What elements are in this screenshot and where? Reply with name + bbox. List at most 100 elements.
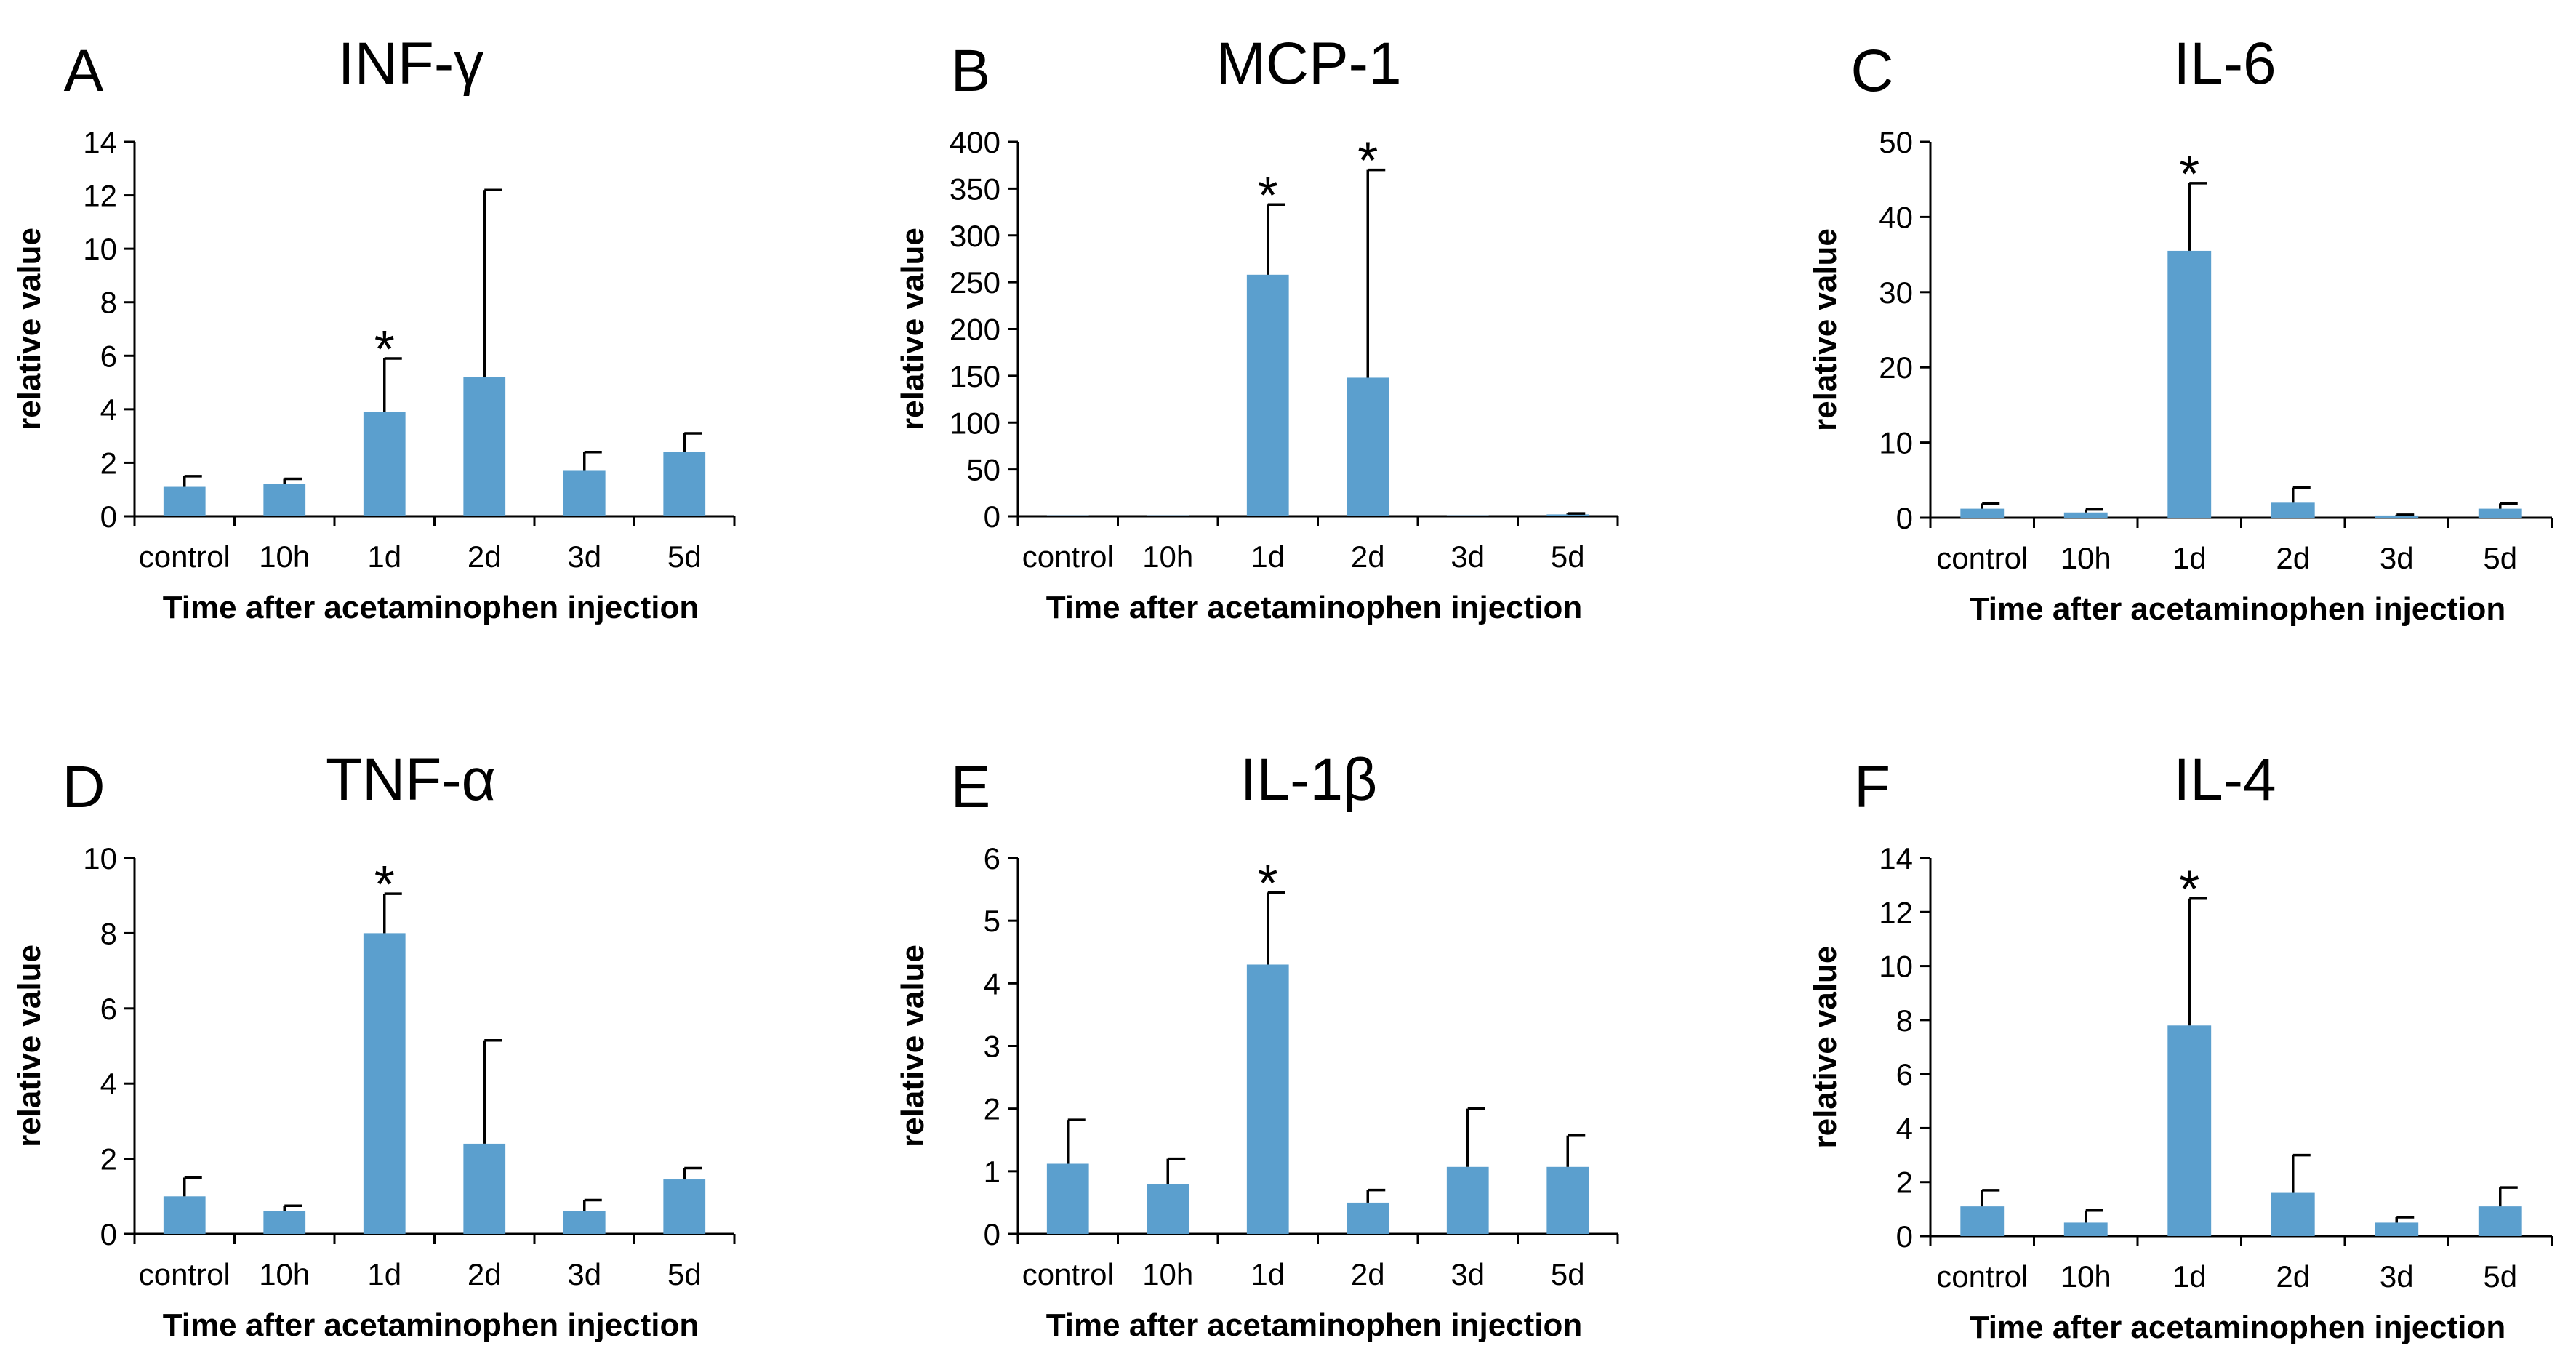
- panel-d-bar-2d: [463, 1143, 506, 1234]
- panel-e-category-label: control: [1022, 1257, 1114, 1291]
- panel-d-bar-10h: [263, 1211, 306, 1234]
- panel-c-ytick-label: 50: [1879, 125, 1913, 159]
- panel-b-bar-1d: [1246, 274, 1289, 516]
- panel-e-category-label: 5d: [1551, 1257, 1585, 1291]
- panel-a-ytick-label: 0: [100, 500, 117, 534]
- panel-d-title: TNF-α: [326, 747, 496, 813]
- panel-f-bar-3d: [2375, 1222, 2419, 1236]
- panel-c-category-label: 2d: [2276, 541, 2310, 575]
- panel-f-category-label: 3d: [2380, 1259, 2414, 1294]
- panel-b-significance-mark: *: [1258, 167, 1278, 225]
- panel-a-category-label: 5d: [667, 540, 702, 574]
- panel-e-ytick-label: 1: [984, 1155, 1000, 1189]
- panel-c-ytick-label: 10: [1879, 426, 1913, 460]
- panel-e-significance-mark: *: [1258, 854, 1278, 913]
- panel-a-category-label: 10h: [259, 540, 310, 574]
- panel-f-bar-10h: [2063, 1222, 2108, 1236]
- panel-c-category-label: 10h: [2061, 541, 2111, 575]
- panel-a-ytick-label: 4: [100, 393, 117, 427]
- panel-b-ytick-label: 300: [950, 219, 1000, 253]
- panel-a-title: INF-γ: [338, 31, 483, 97]
- panel-e-category-label: 2d: [1351, 1257, 1385, 1291]
- panel-c-title: IL-6: [2173, 31, 2276, 97]
- panel-f-xlabel: Time after acetaminophen injection: [1970, 1310, 2506, 1345]
- panel-c-significance-mark: *: [2179, 145, 2199, 204]
- panel-d-letter: D: [62, 754, 105, 820]
- panel-a-category-label: control: [139, 540, 230, 574]
- panel-d: D TNF-α relative value Time after acetamino…: [12, 747, 736, 1343]
- panel-e-ytick-label: 6: [984, 841, 1000, 875]
- panel-e-ytick-label: 5: [984, 904, 1000, 938]
- panel-a-ytick-label: 10: [83, 232, 117, 266]
- panel-d-category-label: 1d: [367, 1257, 401, 1291]
- panel-e: E IL-1β relative value Time after acetamino…: [895, 747, 1619, 1343]
- panel-d-bar-5d: [663, 1179, 706, 1234]
- panel-c-ylabel: relative value: [1807, 228, 1843, 431]
- panel-e-category-label: 1d: [1251, 1257, 1285, 1291]
- panel-e-bar-1d: [1246, 964, 1289, 1234]
- panel-b-ytick-label: 250: [950, 265, 1000, 300]
- panel-f-ytick-label: 14: [1879, 841, 1913, 875]
- panel-b-category-label: 3d: [1450, 540, 1485, 574]
- panel-b-bar-2d: [1347, 377, 1389, 516]
- panel-b-ytick-label: 50: [966, 453, 1000, 487]
- panel-b-title: MCP-1: [1216, 31, 1401, 97]
- panel-d-category-label: 3d: [567, 1257, 601, 1291]
- panel-c-bar-10h: [2063, 512, 2108, 518]
- panel-d-bar-1d: [363, 933, 406, 1234]
- panel-b-ytick-label: 400: [950, 125, 1000, 159]
- panel-a-letter: A: [64, 38, 104, 104]
- panel-f-ylabel: relative value: [1807, 946, 1843, 1149]
- panel-a-category-label: 3d: [567, 540, 601, 574]
- panel-d-ytick-label: 0: [100, 1217, 117, 1251]
- panel-a-ylabel: relative value: [12, 228, 47, 430]
- panel-f-category-label: 1d: [2172, 1259, 2207, 1294]
- panel-a-bar-1d: [363, 412, 406, 516]
- panel-d-category-label: control: [139, 1257, 230, 1291]
- panel-f-bar-1d: [2167, 1025, 2212, 1236]
- panel-a-xlabel: Time after acetaminophen injection: [163, 590, 699, 625]
- panel-d-significance-mark: *: [374, 856, 395, 914]
- panel-a-bar-3d: [563, 470, 606, 516]
- panel-a-category-label: 2d: [468, 540, 502, 574]
- panel-b-bar-5d: [1546, 514, 1589, 516]
- panel-e-category-label: 3d: [1450, 1257, 1485, 1291]
- panel-b-category-label: 5d: [1551, 540, 1585, 574]
- panel-c-bar-control: [1960, 508, 2005, 518]
- panel-f-ytick-label: 8: [1896, 1003, 1913, 1038]
- panel-c-ytick-label: 40: [1879, 200, 1913, 234]
- panel-a-bar-2d: [463, 377, 506, 516]
- panel-e-bar-10h: [1147, 1184, 1189, 1234]
- panel-b-category-label: control: [1022, 540, 1114, 574]
- panel-d-ytick-label: 10: [83, 841, 117, 875]
- panel-c-category-label: 1d: [2172, 541, 2207, 575]
- panel-e-xlabel: Time after acetaminophen injection: [1046, 1307, 1583, 1343]
- panel-a-ytick-label: 2: [100, 446, 117, 480]
- panel-e-ytick-label: 0: [984, 1217, 1000, 1251]
- panel-e-bar-3d: [1446, 1166, 1489, 1234]
- panel-a: A INF-γ relative value Time after acetamino…: [12, 31, 736, 625]
- panel-c-bar-1d: [2167, 250, 2212, 518]
- panel-b-significance-mark: *: [1357, 132, 1378, 191]
- panel-e-bar-5d: [1546, 1166, 1589, 1234]
- panel-f-category-label: 10h: [2061, 1259, 2111, 1294]
- panel-b-category-label: 1d: [1251, 540, 1285, 574]
- panel-d-bar-3d: [563, 1211, 606, 1234]
- panel-a-significance-mark: *: [374, 321, 395, 379]
- panel-f-ytick-label: 4: [1896, 1111, 1913, 1145]
- panel-f-category-label: control: [1936, 1259, 2028, 1294]
- panel-f: F IL-4 relative value Time after acetaminop…: [1807, 747, 2553, 1345]
- panel-f-title: IL-4: [2173, 747, 2276, 813]
- panel-f-bar-2d: [2271, 1192, 2315, 1236]
- panel-c-category-label: control: [1936, 541, 2028, 575]
- panel-f-ytick-label: 0: [1896, 1219, 1913, 1254]
- panel-d-ytick-label: 2: [100, 1142, 117, 1176]
- panel-d-xlabel: Time after acetaminophen injection: [163, 1307, 699, 1343]
- panel-e-ytick-label: 3: [984, 1030, 1000, 1064]
- panel-f-ytick-label: 10: [1879, 950, 1913, 984]
- panel-b-ytick-label: 0: [984, 500, 1000, 534]
- panel-a-category-label: 1d: [367, 540, 401, 574]
- panel-f-category-label: 2d: [2276, 1259, 2310, 1294]
- panel-c-bar-2d: [2271, 502, 2315, 518]
